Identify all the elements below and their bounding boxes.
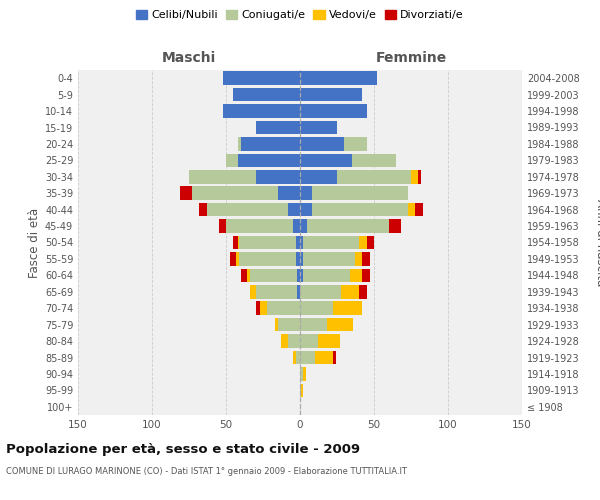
Bar xyxy=(312,203,408,216)
Bar xyxy=(288,203,300,216)
Bar xyxy=(300,154,352,167)
Bar xyxy=(337,170,411,183)
Bar xyxy=(355,252,362,266)
Bar xyxy=(250,268,297,282)
Bar xyxy=(233,88,300,102)
Bar xyxy=(218,220,226,233)
Bar xyxy=(296,236,300,249)
Bar xyxy=(256,170,300,183)
Bar xyxy=(296,351,300,364)
Bar xyxy=(207,203,288,216)
Bar xyxy=(241,137,300,150)
Bar xyxy=(281,334,288,348)
Bar xyxy=(300,285,341,298)
Bar xyxy=(362,252,370,266)
Bar xyxy=(359,285,367,298)
Bar xyxy=(300,72,377,85)
Bar xyxy=(300,334,318,348)
Bar xyxy=(293,220,300,233)
Bar xyxy=(233,236,238,249)
Bar xyxy=(297,268,300,282)
Bar xyxy=(326,318,353,332)
Bar xyxy=(250,285,256,298)
Text: COMUNE DI LURAGO MARINONE (CO) - Dati ISTAT 1° gennaio 2009 - Elaborazione TUTTI: COMUNE DI LURAGO MARINONE (CO) - Dati IS… xyxy=(6,468,407,476)
Text: Maschi: Maschi xyxy=(162,51,216,65)
Bar xyxy=(408,203,415,216)
Bar xyxy=(256,285,297,298)
Bar xyxy=(300,236,303,249)
Bar xyxy=(300,203,312,216)
Bar xyxy=(389,220,401,233)
Bar xyxy=(278,318,300,332)
Bar xyxy=(238,236,239,249)
Bar xyxy=(226,154,238,167)
Bar xyxy=(247,268,250,282)
Bar xyxy=(300,137,344,150)
Bar xyxy=(300,186,312,200)
Bar xyxy=(332,302,362,315)
Bar xyxy=(300,302,332,315)
Bar xyxy=(288,334,300,348)
Text: Femmine: Femmine xyxy=(376,51,446,65)
Bar xyxy=(315,351,332,364)
Bar xyxy=(300,220,307,233)
Bar xyxy=(223,104,300,118)
Bar xyxy=(180,186,192,200)
Bar xyxy=(296,252,300,266)
Bar xyxy=(318,334,340,348)
Bar xyxy=(256,121,300,134)
Bar xyxy=(268,302,300,315)
Bar xyxy=(293,351,296,364)
Bar xyxy=(312,186,408,200)
Bar xyxy=(226,220,293,233)
Bar xyxy=(238,137,241,150)
Bar xyxy=(303,252,355,266)
Bar xyxy=(300,252,303,266)
Bar xyxy=(278,186,300,200)
Bar xyxy=(359,236,367,249)
Bar xyxy=(199,203,207,216)
Bar xyxy=(303,367,306,380)
Bar xyxy=(189,170,256,183)
Bar xyxy=(411,170,418,183)
Bar xyxy=(344,137,367,150)
Bar xyxy=(239,252,296,266)
Bar xyxy=(275,318,278,332)
Bar xyxy=(300,88,362,102)
Bar xyxy=(300,104,367,118)
Y-axis label: Anni di nascita: Anni di nascita xyxy=(593,199,600,286)
Bar xyxy=(238,154,300,167)
Bar xyxy=(241,268,247,282)
Bar xyxy=(332,351,335,364)
Bar xyxy=(236,252,239,266)
Bar xyxy=(300,367,303,380)
Bar xyxy=(341,285,359,298)
Bar xyxy=(300,268,303,282)
Bar xyxy=(418,170,421,183)
Bar xyxy=(260,302,268,315)
Bar xyxy=(303,236,359,249)
Bar xyxy=(301,384,303,397)
Bar xyxy=(239,236,296,249)
Bar xyxy=(362,268,370,282)
Bar xyxy=(230,252,236,266)
Legend: Celibi/Nubili, Coniugati/e, Vedovi/e, Divorziati/e: Celibi/Nubili, Coniugati/e, Vedovi/e, Di… xyxy=(132,6,468,25)
Bar xyxy=(223,72,300,85)
Bar xyxy=(303,268,350,282)
Bar xyxy=(300,351,315,364)
Bar xyxy=(300,384,301,397)
Bar xyxy=(352,154,396,167)
Bar xyxy=(367,236,374,249)
Bar xyxy=(307,220,389,233)
Bar xyxy=(256,302,260,315)
Text: Popolazione per età, sesso e stato civile - 2009: Popolazione per età, sesso e stato civil… xyxy=(6,442,360,456)
Bar xyxy=(192,186,278,200)
Bar xyxy=(300,170,337,183)
Bar xyxy=(297,285,300,298)
Bar xyxy=(350,268,362,282)
Bar xyxy=(300,121,337,134)
Bar xyxy=(415,203,423,216)
Bar xyxy=(300,318,326,332)
Y-axis label: Fasce di età: Fasce di età xyxy=(28,208,41,278)
